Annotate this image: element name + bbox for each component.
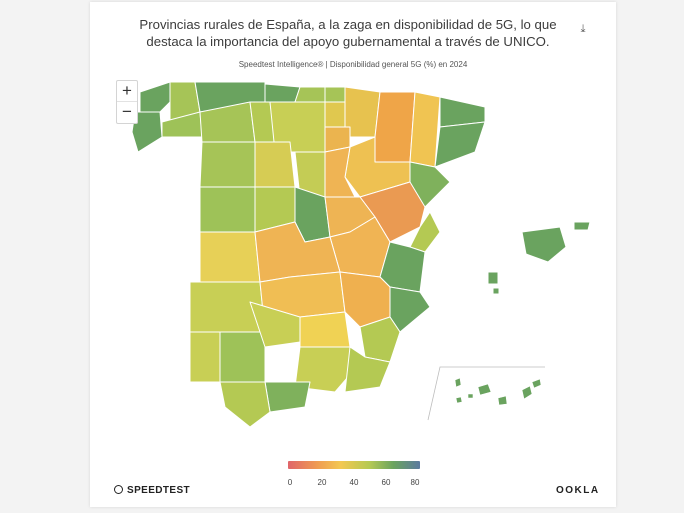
province-cantabria <box>264 83 301 103</box>
zoom-control: + − <box>116 80 138 124</box>
province-pontevedra <box>131 111 163 153</box>
province-gran-canaria <box>497 395 508 406</box>
province-lleida <box>409 91 441 168</box>
zoom-in-button[interactable]: + <box>122 81 132 100</box>
speedtest-wordmark: SPEEDTEST <box>127 485 191 496</box>
province-zaragoza <box>344 136 411 198</box>
province-la-gomera <box>467 393 474 399</box>
province-murcia <box>359 316 401 363</box>
legend-tick-20: 20 <box>317 478 327 487</box>
download-icon[interactable]: ⤓ <box>580 23 586 35</box>
map-subtitle: Speedtest Intelligence® | Disponibilidad… <box>238 60 468 69</box>
province-lanzarote <box>531 378 542 389</box>
province-ibiza <box>487 271 499 285</box>
province-el-hierro <box>455 396 463 404</box>
canary-inset-frame <box>427 366 545 421</box>
zoom-out-button[interactable]: − <box>117 101 137 122</box>
province-caceres <box>199 231 261 283</box>
legend-tick-60: 60 <box>381 478 391 487</box>
province-tenerife <box>477 383 492 396</box>
province-valladolid <box>254 141 296 188</box>
province-a-coruna <box>139 81 171 113</box>
province-menorca <box>573 221 591 231</box>
legend-tick-0: 0 <box>287 478 293 487</box>
province-huesca <box>374 91 416 163</box>
province-jaen <box>299 311 351 348</box>
speedtest-logo: SPEEDTEST <box>114 485 190 496</box>
province-barcelona <box>434 121 486 168</box>
province-gipuzkoa <box>324 86 346 103</box>
province-cadiz <box>219 381 271 428</box>
province-sevilla <box>219 331 266 383</box>
province-fuerteventura <box>521 385 533 400</box>
province-malaga <box>264 381 311 413</box>
province-zamora <box>199 141 256 188</box>
province-huelva <box>189 331 221 383</box>
province-castellon <box>409 211 441 253</box>
province-bizkaia <box>294 86 326 103</box>
speedtest-ring-icon <box>114 485 123 494</box>
map-title: Provincias rurales de España, a la zaga … <box>139 17 557 49</box>
province-formentera <box>492 287 500 295</box>
map-card: Provincias rurales de España, a la zaga … <box>90 2 616 507</box>
province-albacete <box>339 271 391 328</box>
province-mallorca <box>521 226 567 263</box>
legend-tick-80: 80 <box>410 478 420 487</box>
province-almeria <box>344 346 391 393</box>
spain-5g-map[interactable] <box>90 2 616 507</box>
ookla-logo: OOKLA <box>556 485 600 496</box>
province-la-palma <box>454 377 462 388</box>
legend-color-scale <box>288 461 420 469</box>
legend-tick-40: 40 <box>349 478 359 487</box>
province-salamanca <box>199 186 256 233</box>
province-alava <box>324 101 346 128</box>
